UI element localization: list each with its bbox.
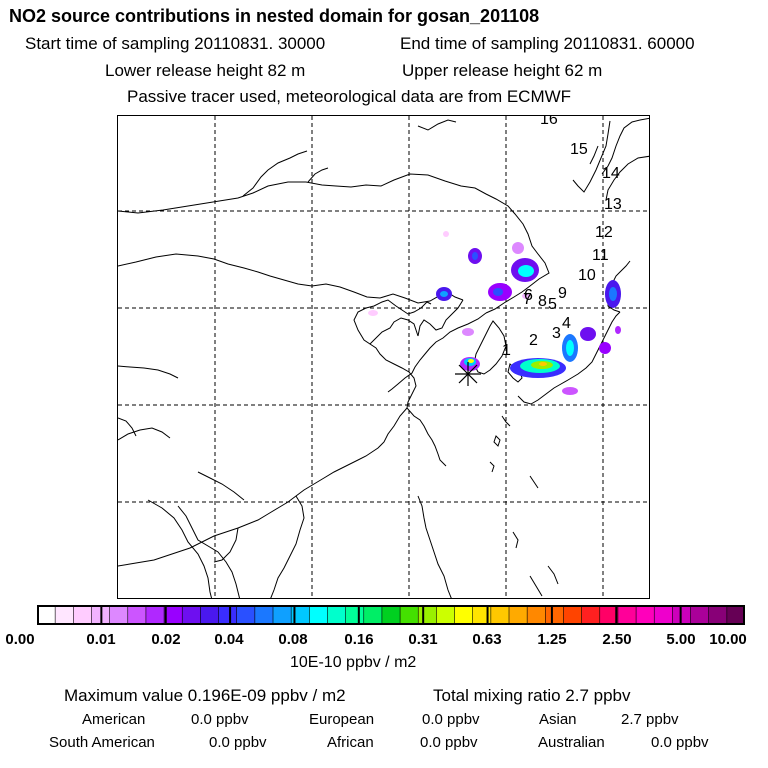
colorbar-cell <box>236 605 256 625</box>
colorbar-cell <box>381 605 401 625</box>
colorbar-cell <box>563 605 583 625</box>
region-name-african: African <box>327 734 374 751</box>
colorbar-tick-label: 1.25 <box>537 631 567 648</box>
colorbar-tick-label: 0.31 <box>408 631 438 648</box>
colorbar-cell <box>417 605 438 625</box>
region-value-asian: 2.7 ppbv <box>621 711 679 728</box>
trajectory-label: 5 <box>548 296 557 313</box>
trajectory-label: 12 <box>595 224 613 241</box>
colorbar-cell <box>726 605 745 625</box>
colorbar-cell <box>490 605 510 625</box>
colorbar-cell <box>327 605 347 625</box>
colorbar-tick-label: 0.04 <box>214 631 244 648</box>
colorbar-cell <box>672 605 692 625</box>
colorbar-cell <box>163 605 184 625</box>
colorbar-tick-label: 0.16 <box>344 631 374 648</box>
release-site-asterisk <box>455 362 481 386</box>
colorbar-cell <box>581 605 601 625</box>
region-name-south-american: South American <box>49 734 155 751</box>
trajectory-label: 14 <box>602 165 620 182</box>
colorbar-cell <box>127 605 147 625</box>
region-value-american: 0.0 ppbv <box>191 711 249 728</box>
colorbar-tick-label: 0.01 <box>86 631 116 648</box>
colorbar-cell <box>617 605 637 625</box>
sampling-end-time: End time of sampling 20110831. 60000 <box>400 34 695 53</box>
colorbar-cell <box>690 605 710 625</box>
colorbar-cell <box>54 605 75 625</box>
trajectory-label: 6 <box>524 287 533 304</box>
colorbar-cell <box>218 605 238 625</box>
colorbar-tick-label: 0.02 <box>151 631 181 648</box>
region-name-american: American <box>82 711 146 728</box>
colorbar-cell <box>181 605 202 625</box>
map-panel: 1 2 3 4 5 6 7 8 9 10 11 12 13 14 15 16 <box>117 115 650 599</box>
region-value-australian: 0.0 ppbv <box>651 734 709 751</box>
trajectory-label: 4 <box>562 315 571 332</box>
colorbar-cell <box>436 605 456 625</box>
colorbar-cell <box>399 605 420 625</box>
trajectory-label: 2 <box>529 332 538 349</box>
colorbar-tick-label: 0.63 <box>472 631 502 648</box>
maximum-value: Maximum value 0.196E-09 ppbv / m2 <box>64 686 346 705</box>
trajectory-label: 7 <box>523 291 532 308</box>
trajectory-label: 8 <box>538 293 547 310</box>
trajectory-label: 9 <box>558 285 567 302</box>
colorbar-cell <box>309 605 329 625</box>
colorbar-tick-label: 10.00 <box>709 631 747 648</box>
colorbar <box>37 605 745 625</box>
colorbar-cell <box>363 605 383 625</box>
colorbar-tick-label: 0.08 <box>278 631 308 648</box>
trajectory-label: 15 <box>570 141 588 158</box>
colorbar-cell <box>37 605 56 625</box>
colorbar-cell <box>200 605 220 625</box>
trajectory-label: 11 <box>592 247 609 264</box>
concentration-field <box>368 231 621 395</box>
region-value-african: 0.0 ppbv <box>420 734 478 751</box>
trajectory-label: 1 <box>502 342 511 359</box>
upper-release-height: Upper release height 62 m <box>402 61 603 80</box>
colorbar-cell <box>109 605 129 625</box>
colorbar-tick-label: 5.00 <box>666 631 696 648</box>
sampling-start-time: Start time of sampling 20110831. 30000 <box>25 34 326 53</box>
colorbar-unit: 10E-10 ppbv / m2 <box>290 654 417 671</box>
region-value-european: 0.0 ppbv <box>422 711 480 728</box>
tracer-note: Passive tracer used, meteorological data… <box>127 87 572 106</box>
colorbar-cell <box>272 605 292 625</box>
colorbar-cell <box>508 605 528 625</box>
colorbar-cell <box>145 605 165 625</box>
trajectory-label: 13 <box>604 196 622 213</box>
colorbar-cell <box>73 605 93 625</box>
trajectory-label: 10 <box>578 267 596 284</box>
colorbar-cell <box>454 605 474 625</box>
total-mixing-ratio: Total mixing ratio 2.7 ppbv <box>433 686 631 705</box>
coastlines <box>118 117 649 598</box>
colorbar-cell <box>635 605 656 625</box>
region-value-south-american: 0.0 ppbv <box>209 734 267 751</box>
trajectory-label: 16 <box>540 116 558 128</box>
region-name-asian: Asian <box>539 711 577 728</box>
region-name-australian: Australian <box>538 734 605 751</box>
lower-release-height: Lower release height 82 m <box>105 61 306 80</box>
colorbar-cell <box>345 605 365 625</box>
region-name-european: European <box>309 711 375 728</box>
colorbar-tick-label: 0.00 <box>5 631 35 648</box>
colorbar-cell <box>545 605 565 625</box>
colorbar-cell <box>708 605 728 625</box>
colorbar-tick-label: 2.50 <box>602 631 632 648</box>
map-grid <box>118 116 649 598</box>
colorbar-cell <box>526 605 547 625</box>
colorbar-cell <box>653 605 674 625</box>
colorbar-cell <box>254 605 274 625</box>
trajectory-label: 3 <box>552 325 561 342</box>
plot-title: NO2 source contributions in nested domai… <box>9 6 540 26</box>
